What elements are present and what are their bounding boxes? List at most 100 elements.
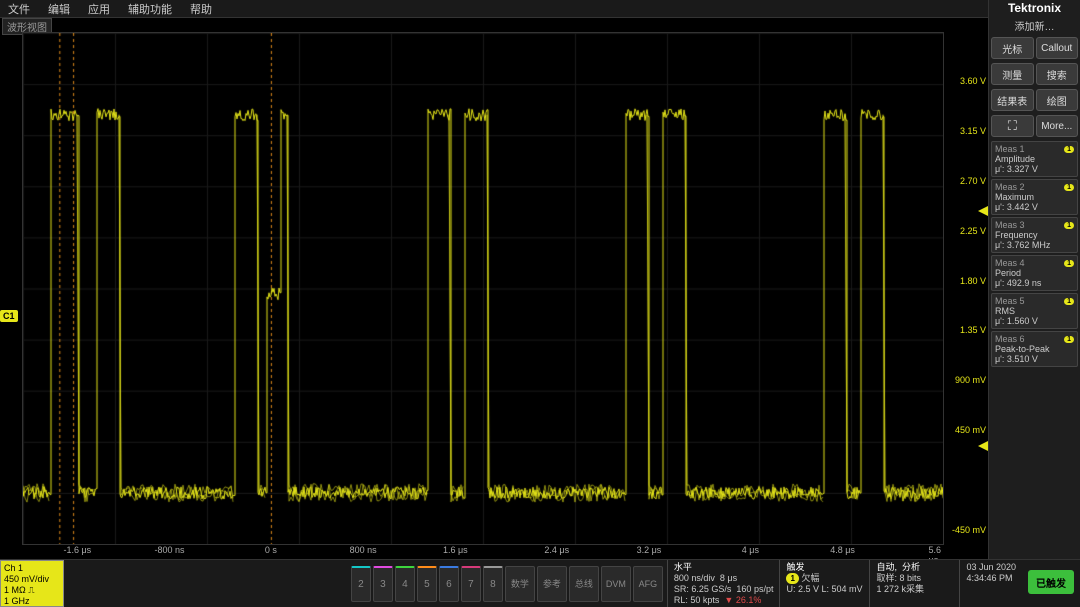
channel-1-badge[interactable]: C1 bbox=[0, 310, 18, 322]
horiz-timediv: 800 ns/div bbox=[674, 573, 715, 583]
channel-6-button[interactable]: 6 bbox=[439, 566, 459, 602]
x-tick: -800 ns bbox=[155, 545, 185, 555]
channel-7-button[interactable]: 7 bbox=[461, 566, 481, 602]
measurement-badge[interactable]: Meas 5 1 RMS μ': 1.560 V bbox=[991, 293, 1078, 329]
trigger-type: 欠幅 bbox=[801, 573, 819, 583]
x-axis-labels: -1.6 μs-800 ns0 s800 ns1.6 μs2.4 μs3.2 μ… bbox=[22, 545, 944, 557]
results-button[interactable]: 结果表 bbox=[991, 89, 1034, 111]
add-new-label: 添加新… bbox=[989, 16, 1080, 35]
more-button[interactable]: More... bbox=[1036, 115, 1079, 137]
channel-2-button[interactable]: 2 bbox=[351, 566, 371, 602]
bottom-AFG-button[interactable]: AFG bbox=[633, 566, 663, 602]
ch1-bandwidth: 1 GHz bbox=[4, 596, 60, 607]
meas-hdr: Meas 1 bbox=[995, 144, 1025, 154]
trigger-title: 触发 bbox=[786, 562, 863, 573]
meas-name: Amplitude bbox=[995, 154, 1074, 164]
meas-ch-badge: 1 bbox=[1064, 298, 1074, 305]
ch1-scale: 450 mV/div bbox=[4, 574, 60, 585]
menu-app[interactable]: 应用 bbox=[88, 1, 110, 17]
meas-value: μ': 492.9 ns bbox=[995, 278, 1074, 288]
trigger-info[interactable]: 触发 1 欠幅 U: 2.5 V L: 504 mV bbox=[779, 560, 869, 607]
measure-button[interactable]: 测量 bbox=[991, 63, 1034, 85]
x-tick: 3.2 μs bbox=[637, 545, 662, 555]
x-tick: 1.6 μs bbox=[443, 545, 468, 555]
meas-value: μ': 3.442 V bbox=[995, 202, 1074, 212]
measurement-badge[interactable]: Meas 41 Period μ': 492.9 ns bbox=[991, 255, 1078, 291]
meas-name: Peak-to-Peak bbox=[995, 344, 1074, 354]
measurement-badge[interactable]: Meas 1 1 Amplitude μ': 3.327 V bbox=[991, 141, 1078, 177]
ch1-coupling-icon: ⎍ bbox=[28, 585, 34, 595]
meas-ch-badge: 1 bbox=[1064, 222, 1074, 229]
trigger-ch-badge: 1 bbox=[786, 573, 798, 584]
acq-analysis: 分析 bbox=[902, 562, 920, 572]
meas-hdr: Meas 6 bbox=[995, 334, 1025, 344]
bottom-数学-button[interactable]: 数学 bbox=[505, 566, 535, 602]
time-label: 4:34:46 PM bbox=[966, 573, 1016, 584]
x-tick: 800 ns bbox=[350, 545, 377, 555]
channel-4-button[interactable]: 4 bbox=[395, 566, 415, 602]
search-button[interactable]: 搜索 bbox=[1036, 63, 1079, 85]
y-tick: 1.80 V bbox=[960, 276, 986, 286]
channel-buttons: 2345678数学参考总线DVMAFG bbox=[347, 560, 667, 607]
meas-hdr: Meas 4 bbox=[995, 258, 1025, 268]
channel-3-button[interactable]: 3 bbox=[373, 566, 393, 602]
trigger-level-low-icon[interactable] bbox=[976, 438, 988, 448]
meas-value: μ': 3.762 MHz bbox=[995, 240, 1074, 250]
horizontal-info[interactable]: 水平 800 ns/div 8 μs SR: 6.25 GS/s 160 ps/… bbox=[667, 560, 780, 607]
plot-button[interactable]: 绘图 bbox=[1036, 89, 1079, 111]
menu-assist[interactable]: 辅助功能 bbox=[128, 1, 172, 17]
ch1-label: Ch 1 bbox=[4, 563, 60, 574]
measurement-badge[interactable]: Meas 21 Maximum μ': 3.442 V bbox=[991, 179, 1078, 215]
menu-help[interactable]: 帮助 bbox=[190, 1, 212, 17]
y-tick: 2.25 V bbox=[960, 226, 986, 236]
y-tick: 3.15 V bbox=[960, 126, 986, 136]
logo: Tektronix bbox=[989, 0, 1080, 16]
y-tick: 3.60 V bbox=[960, 76, 986, 86]
bottom-参考-button[interactable]: 参考 bbox=[537, 566, 567, 602]
y-tick: 450 mV bbox=[955, 425, 986, 435]
measurement-badge[interactable]: Meas 3 1 Frequency μ': 3.762 MHz bbox=[991, 217, 1078, 253]
horiz-pct: ▼ 26.1% bbox=[724, 595, 761, 605]
meas-ch-badge: 1 bbox=[1064, 146, 1074, 153]
meas-name: Frequency bbox=[995, 230, 1074, 240]
meas-ch-badge: 1 bbox=[1064, 184, 1074, 191]
callout-button[interactable]: Callout bbox=[1036, 37, 1079, 59]
acq-sample: 取样: 8 bits bbox=[876, 573, 953, 584]
channel-1-settings[interactable]: Ch 1 450 mV/div 1 MΩ ⎍ 1 GHz bbox=[0, 560, 64, 607]
x-tick: 2.4 μs bbox=[544, 545, 569, 555]
meas-ch-badge: 1 bbox=[1064, 260, 1074, 267]
y-tick: 1.35 V bbox=[960, 325, 986, 335]
horiz-sr: SR: 6.25 GS/s bbox=[674, 584, 732, 594]
datetime-info: 03 Jun 2020 4:34:46 PM bbox=[959, 560, 1022, 607]
meas-value: μ': 1.560 V bbox=[995, 316, 1074, 326]
right-panel: Tektronix 添加新… 光标 Callout 测量 搜索 结果表 绘图 ⛶… bbox=[988, 0, 1080, 559]
scope-main: T C1 3.60 V3.15 V2.70 V2.25 V1.80 V1.35 … bbox=[0, 18, 988, 559]
menu-file[interactable]: 文件 bbox=[8, 1, 30, 17]
y-tick: 900 mV bbox=[955, 375, 986, 385]
channel-5-button[interactable]: 5 bbox=[417, 566, 437, 602]
triggered-button[interactable]: 已触发 bbox=[1028, 570, 1074, 594]
meas-value: μ': 3.327 V bbox=[995, 164, 1074, 174]
zoom-button[interactable]: ⛶ bbox=[991, 115, 1034, 137]
meas-name: RMS bbox=[995, 306, 1074, 316]
meas-hdr: Meas 3 bbox=[995, 220, 1025, 230]
channel-8-button[interactable]: 8 bbox=[483, 566, 503, 602]
trigger-levels: U: 2.5 V L: 504 mV bbox=[786, 584, 863, 595]
bottom-DVM-button[interactable]: DVM bbox=[601, 566, 631, 602]
x-tick: -1.6 μs bbox=[63, 545, 91, 555]
x-tick: 4 μs bbox=[742, 545, 759, 555]
cursor-button[interactable]: 光标 bbox=[991, 37, 1034, 59]
horiz-rl: RL: 50 kpts bbox=[674, 595, 720, 605]
meas-hdr: Meas 5 bbox=[995, 296, 1025, 306]
waveform-area[interactable] bbox=[22, 32, 944, 545]
acq-count: 1 272 k采集 bbox=[876, 584, 953, 595]
acquire-info[interactable]: 自动, 分析 取样: 8 bits 1 272 k采集 bbox=[869, 560, 959, 607]
measurement-badge[interactable]: Meas 61 Peak-to-Peak μ': 3.510 V bbox=[991, 331, 1078, 367]
menu-edit[interactable]: 编辑 bbox=[48, 1, 70, 17]
y-tick: -450 mV bbox=[952, 525, 986, 535]
trigger-level-high-icon[interactable] bbox=[976, 203, 988, 213]
ch1-impedance: 1 MΩ bbox=[4, 585, 26, 595]
horiz-title: 水平 bbox=[674, 562, 774, 573]
horiz-res: 160 ps/pt bbox=[736, 584, 773, 594]
bottom-总线-button[interactable]: 总线 bbox=[569, 566, 599, 602]
